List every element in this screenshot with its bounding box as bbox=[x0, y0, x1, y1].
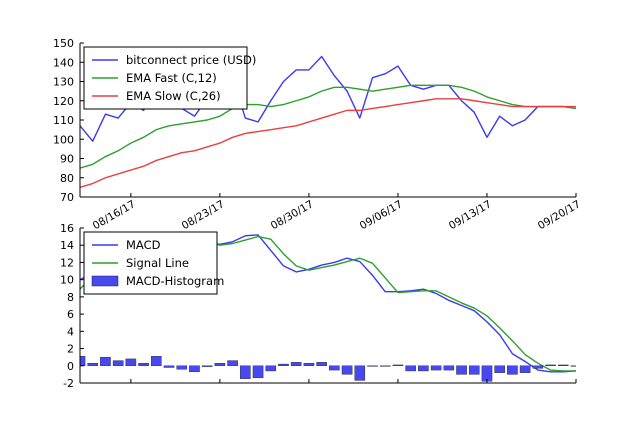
y-tick-label: 140 bbox=[53, 56, 74, 69]
histogram-bar bbox=[354, 365, 366, 381]
histogram-bar bbox=[112, 360, 124, 366]
histogram-bar bbox=[125, 358, 137, 366]
x-tick-label: 08/16/17 bbox=[91, 198, 138, 232]
legend-swatch bbox=[91, 275, 119, 287]
histogram-bar bbox=[252, 365, 264, 379]
ema-slow-c-26-line bbox=[80, 98, 576, 189]
histogram-bar bbox=[100, 356, 111, 366]
y-tick-label: 150 bbox=[53, 37, 74, 50]
histogram-bar bbox=[481, 365, 493, 382]
legend-label: MACD-Histogram bbox=[126, 274, 224, 288]
histogram-bar bbox=[418, 365, 429, 372]
histogram-bar bbox=[176, 365, 188, 370]
y-tick-label: -2 bbox=[63, 377, 74, 390]
histogram-bar bbox=[303, 362, 315, 366]
y-tick-label: 110 bbox=[53, 114, 74, 127]
histogram-bar bbox=[494, 365, 505, 373]
histogram-bar bbox=[468, 365, 480, 375]
x-tick-label: 08/30/17 bbox=[269, 198, 316, 232]
histogram-bar bbox=[138, 362, 149, 366]
legend: MACD Signal Line MACD-Histogram bbox=[83, 231, 224, 295]
histogram-bar bbox=[329, 365, 340, 371]
histogram-bar bbox=[80, 356, 86, 366]
macd-chart-panel: -2 0 2 4 6 8 10 12 14 16 MACD Signal Line MACD-Histo… bbox=[60, 222, 577, 390]
ema-fast-c-12-line bbox=[80, 84, 576, 169]
y-tick-label: 70 bbox=[60, 191, 74, 204]
histogram-bar bbox=[240, 365, 251, 379]
histogram-bar bbox=[557, 364, 569, 366]
histogram-bar bbox=[341, 365, 353, 375]
y-tick-label: 100 bbox=[53, 133, 74, 146]
legend-label: MACD bbox=[126, 238, 161, 252]
histogram-bar bbox=[405, 365, 416, 372]
histogram-bar bbox=[163, 365, 175, 368]
legend-label: EMA Fast (C,12) bbox=[126, 71, 217, 85]
legend-label: bitconnect price (USD) bbox=[126, 53, 256, 67]
histogram-bar bbox=[278, 363, 289, 366]
histogram-bar bbox=[290, 362, 302, 366]
histogram-bar bbox=[532, 365, 544, 369]
histogram-bar bbox=[392, 364, 404, 366]
histogram-bar bbox=[227, 360, 238, 366]
y-tick-label: 8 bbox=[67, 291, 74, 304]
histogram-bar bbox=[507, 365, 518, 375]
histogram-bar bbox=[570, 365, 576, 367]
histogram-bar bbox=[201, 365, 213, 367]
x-tick-label: 09/06/17 bbox=[358, 198, 405, 232]
plot-area bbox=[80, 233, 576, 382]
x-tick-label: 08/23/17 bbox=[180, 198, 227, 232]
x-tick-label: 09/20/17 bbox=[536, 198, 583, 232]
y-tick-label: 10 bbox=[60, 274, 74, 287]
y-tick-label: 16 bbox=[60, 222, 74, 235]
y-tick-label: 80 bbox=[60, 172, 74, 185]
histogram-bar bbox=[316, 362, 327, 366]
y-tick-label: 2 bbox=[67, 343, 74, 356]
legend-label: EMA Slow (C,26) bbox=[126, 89, 221, 103]
histogram-bar bbox=[189, 365, 200, 373]
histogram-bar bbox=[519, 365, 531, 373]
y-tick-label: 6 bbox=[67, 308, 74, 321]
histogram-bar bbox=[367, 365, 378, 367]
y-tick-label: 90 bbox=[60, 153, 74, 166]
histogram-bar bbox=[430, 365, 442, 371]
histogram-bar bbox=[87, 362, 98, 366]
y-tick-label: 4 bbox=[67, 325, 74, 338]
y-tick-label: 0 bbox=[67, 360, 74, 373]
y-tick-label: 14 bbox=[60, 239, 74, 252]
y-tick-label: 12 bbox=[60, 256, 74, 269]
x-tick-label: 09/13/17 bbox=[447, 198, 494, 232]
histogram-bar bbox=[214, 362, 226, 366]
histogram-bar bbox=[379, 365, 391, 367]
y-tick-label: 130 bbox=[53, 76, 74, 89]
histogram-bar bbox=[151, 356, 162, 366]
histogram-bar bbox=[443, 365, 455, 371]
y-tick-label: 120 bbox=[53, 95, 74, 108]
price-chart-panel: 70 80 90 100 110 120 130 140 150 08/16/17 08/23/17… bbox=[53, 37, 583, 232]
histogram-bar bbox=[265, 365, 277, 372]
legend: bitconnect price (USD) EMA Fast (C,12) EMA… bbox=[83, 46, 256, 110]
legend-label: Signal Line bbox=[126, 256, 189, 270]
histogram-bar bbox=[456, 365, 467, 375]
histogram-bar bbox=[545, 364, 556, 366]
